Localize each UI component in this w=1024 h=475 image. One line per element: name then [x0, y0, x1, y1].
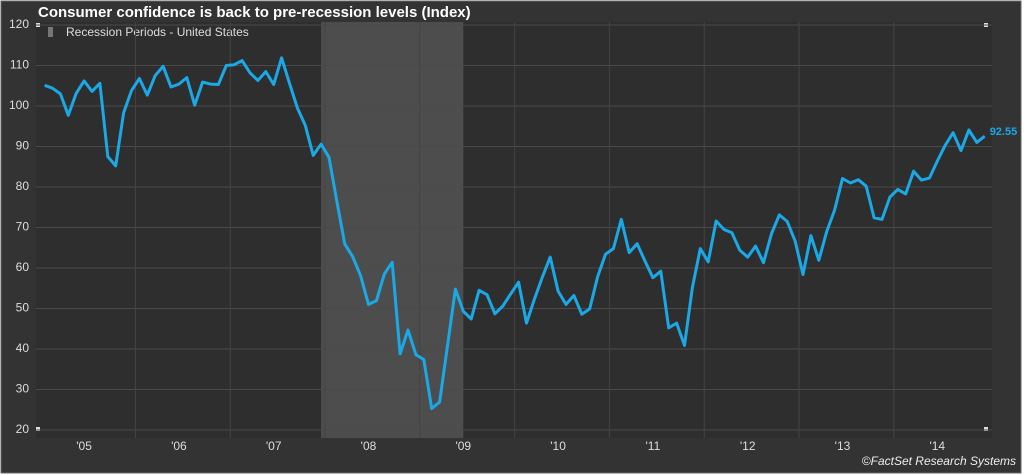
y-tick-label: 120 [9, 17, 29, 31]
x-tick-label: '06 [171, 439, 187, 453]
y-tick-label: 40 [16, 341, 30, 355]
y-tick-label: 100 [9, 98, 29, 112]
y-tick-label: 110 [10, 58, 29, 72]
x-tick-label: '14 [929, 439, 945, 453]
x-tick-label: '08 [361, 439, 377, 453]
y-tick-label: 90 [16, 139, 30, 153]
x-tick-label: '10 [550, 439, 566, 453]
y-tick-label: 70 [16, 220, 30, 234]
y-tick-label: 50 [16, 301, 30, 315]
plot-area [36, 22, 992, 438]
y-tick-label: 20 [16, 422, 30, 436]
recession-band [321, 22, 464, 438]
source-note: ©FactSet Research Systems [862, 454, 1016, 468]
x-tick-label: '12 [740, 439, 756, 453]
legend-swatch [48, 27, 53, 37]
y-tick-label: 30 [16, 382, 30, 396]
x-tick-label: '13 [835, 439, 851, 453]
corner-marker [36, 427, 40, 431]
y-tick-label: 60 [16, 260, 30, 274]
end-value-label: 92.55 [990, 126, 1018, 138]
x-tick-label: '09 [455, 439, 471, 453]
x-tick-label: '11 [646, 439, 661, 453]
y-tick-label: 80 [16, 179, 30, 193]
corner-marker [984, 427, 988, 431]
legend-label: Recession Periods - United States [66, 25, 249, 39]
x-tick-label: '05 [76, 439, 92, 453]
chart-title: Consumer confidence is back to pre-reces… [38, 4, 471, 21]
x-tick-label: '07 [266, 439, 282, 453]
series-line [44, 56, 986, 410]
